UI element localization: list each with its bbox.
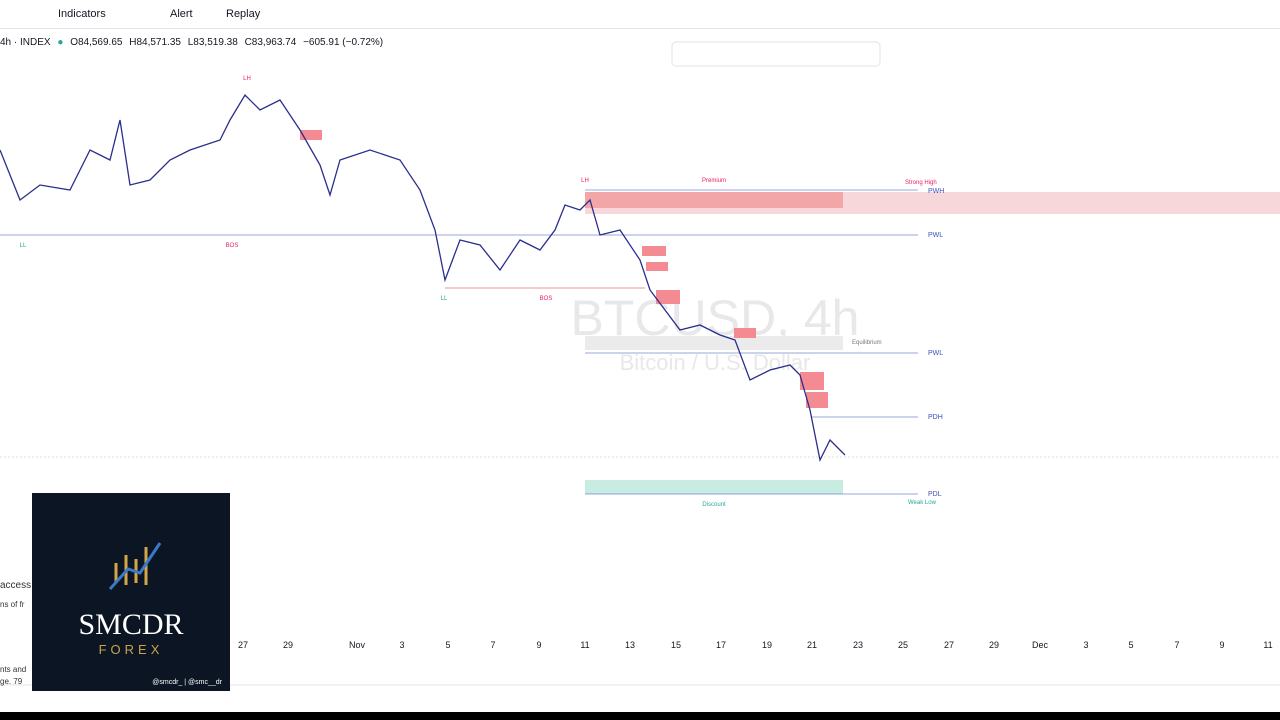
ohlc: C83,963.74	[244, 37, 297, 48]
x-tick-label: 19	[762, 640, 772, 650]
discount-zone	[585, 480, 843, 494]
label: Strong High	[905, 180, 937, 186]
level-label: PDH	[928, 414, 943, 421]
x-tick-label: 9	[1219, 640, 1224, 650]
level-label: PWH	[928, 188, 944, 195]
logo: SMCDR FOREX @smcdr_ | @smc__dr	[32, 493, 230, 691]
order-blocks	[300, 130, 828, 408]
x-tick-label: 13	[625, 640, 635, 650]
x-tick-label: 5	[1128, 640, 1133, 650]
label: LH	[581, 178, 589, 184]
bottom-bar	[0, 712, 1280, 720]
side-text: ge. 79	[0, 677, 23, 686]
x-tick-label: 21	[807, 640, 817, 650]
level-label: PWL	[928, 350, 943, 357]
alert-button[interactable]: Alert	[170, 8, 193, 20]
logo-name: SMCDR	[78, 608, 184, 641]
x-tick-label: 15	[671, 640, 681, 650]
equilibrium-zone	[585, 336, 843, 350]
ohlc-change: −605.91 (−0.72%)	[303, 37, 384, 48]
symbol-header: 4h · INDEX ● O84,569.65 H84,571.35 L83,5…	[0, 37, 384, 48]
x-axis: 27 29 Nov 3 5 7 9 11 13 15 17 19 21 23 25 27 29 Dec 3 5 7 9 11	[238, 640, 1273, 650]
side-text: access	[0, 580, 32, 591]
x-tick-label: 11	[580, 640, 589, 650]
x-tick-label: 3	[1083, 640, 1088, 650]
logo-icon	[108, 542, 162, 591]
price-line	[0, 93, 846, 462]
label: Premium	[702, 178, 726, 184]
x-tick-label: 29	[989, 640, 999, 650]
toolbar: Indicators Alert Replay	[0, 0, 1280, 29]
label: BOS	[540, 296, 553, 302]
x-tick-label: 11	[1263, 640, 1272, 650]
level-label: PDL	[928, 491, 942, 498]
ohlc: H84,571.35	[129, 37, 181, 48]
label: LH	[243, 76, 251, 82]
x-tick-label: 17	[716, 640, 726, 650]
label: BOS	[226, 243, 239, 249]
drawing-toolbar[interactable]	[671, 41, 881, 67]
level-label: PWL	[928, 232, 943, 239]
premium-zone	[585, 192, 843, 208]
ohlc: L83,519.38	[187, 37, 238, 48]
x-tick-label: 9	[536, 640, 541, 650]
x-tick-label: 27	[944, 640, 954, 650]
label: LL	[20, 243, 27, 249]
x-tick-label: 7	[1174, 640, 1179, 650]
logo-tagline: FOREX	[98, 642, 164, 657]
side-text: nts and	[0, 665, 27, 674]
label: Discount	[702, 502, 726, 508]
ohlc: O84,569.65	[70, 37, 123, 48]
x-tick-label: 25	[898, 640, 908, 650]
indicators-button[interactable]: Indicators	[58, 8, 106, 20]
x-tick-label: 29	[283, 640, 293, 650]
x-tick-label: 23	[853, 640, 863, 650]
x-tick-label: 7	[490, 640, 495, 650]
replay-button[interactable]: Replay	[226, 8, 261, 20]
x-tick-label: Nov	[349, 640, 366, 650]
x-tick-label: 3	[399, 640, 404, 650]
levels	[0, 189, 918, 495]
watermark-subtitle: Bitcoin / U.S. Dollar	[620, 350, 811, 375]
x-tick-label: 5	[445, 640, 450, 650]
symbol: 4h · INDEX	[0, 37, 51, 48]
logo-handles: @smcdr_ | @smc__dr	[152, 679, 222, 686]
label: Weak Low	[908, 500, 937, 506]
label: LL	[441, 296, 448, 302]
x-tick-label: 27	[238, 640, 248, 650]
side-text: ns of fr	[0, 600, 25, 609]
label: Equilibrium	[852, 340, 882, 346]
x-tick-label: Dec	[1032, 640, 1049, 650]
